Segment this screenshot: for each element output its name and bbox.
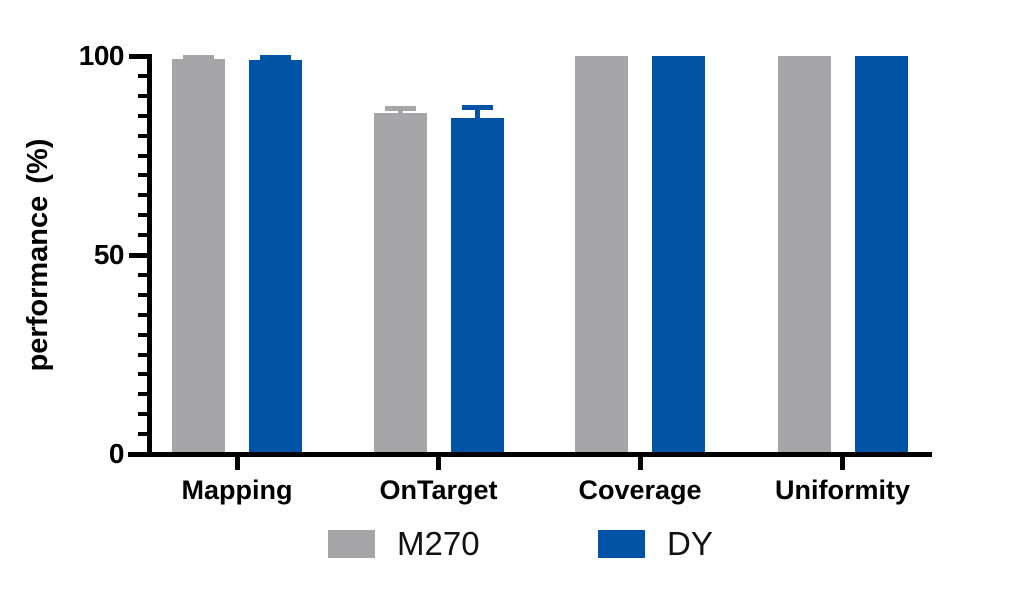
y-minor-tick (138, 173, 147, 178)
category-label: Uniformity (775, 475, 910, 505)
bar-m270-coverage (575, 56, 628, 452)
y-axis-line (147, 54, 152, 457)
legend-item-dy: DY (598, 525, 713, 562)
legend-swatch-dy (598, 530, 645, 558)
y-minor-tick (138, 153, 147, 158)
y-tick-label: 50 (93, 239, 125, 270)
x-tick (637, 457, 643, 470)
y-minor-tick (138, 372, 147, 377)
category-label: Mapping (181, 475, 293, 505)
error-bar-cap (260, 55, 291, 61)
bar-dy-uniformity (854, 56, 908, 452)
bar-m270-ontarget (373, 112, 427, 452)
x-axis-line (128, 452, 932, 457)
x-tick (840, 457, 845, 470)
legend-label: M270 (397, 525, 480, 562)
bar-m270-mapping (172, 59, 225, 452)
error-bar-stem (397, 108, 403, 118)
y-minor-tick (138, 392, 147, 397)
y-major-tick (129, 252, 147, 258)
x-tick (436, 457, 441, 470)
category-label: OnTarget (379, 475, 498, 505)
y-minor-tick (138, 193, 147, 198)
y-minor-tick (138, 272, 147, 277)
y-minor-tick (138, 332, 147, 337)
y-minor-tick (138, 73, 147, 78)
y-major-tick (129, 53, 147, 59)
bar-dy-ontarget (450, 117, 504, 452)
error-bar-cap (384, 105, 416, 111)
y-minor-tick (138, 412, 147, 417)
y-minor-tick (138, 312, 147, 317)
y-minor-tick (138, 352, 147, 357)
bar-dy-mapping (249, 59, 302, 452)
y-minor-tick (138, 213, 147, 218)
error-bar-stem (273, 57, 278, 65)
x-tick (234, 457, 240, 470)
y-minor-tick (138, 233, 147, 238)
error-bar-stem (474, 107, 480, 123)
error-bar-stem (196, 57, 201, 65)
bar-m270-uniformity (777, 56, 831, 452)
bar-dy-coverage (652, 56, 705, 452)
legend-item-m270: M270 (328, 525, 480, 562)
y-minor-tick (138, 113, 147, 118)
y-minor-tick (138, 93, 147, 98)
y-minor-tick (138, 292, 147, 297)
legend-swatch-m270 (328, 530, 375, 558)
y-tick-label: 100 (78, 40, 125, 71)
y-minor-tick (138, 432, 147, 437)
legend-label: DY (667, 525, 713, 562)
y-minor-tick (138, 133, 147, 138)
y-tick-label: 0 (108, 438, 125, 469)
error-bar-cap (183, 55, 214, 61)
error-bar-cap (461, 105, 493, 111)
y-major-tick (129, 451, 147, 457)
category-label: Coverage (578, 475, 702, 505)
